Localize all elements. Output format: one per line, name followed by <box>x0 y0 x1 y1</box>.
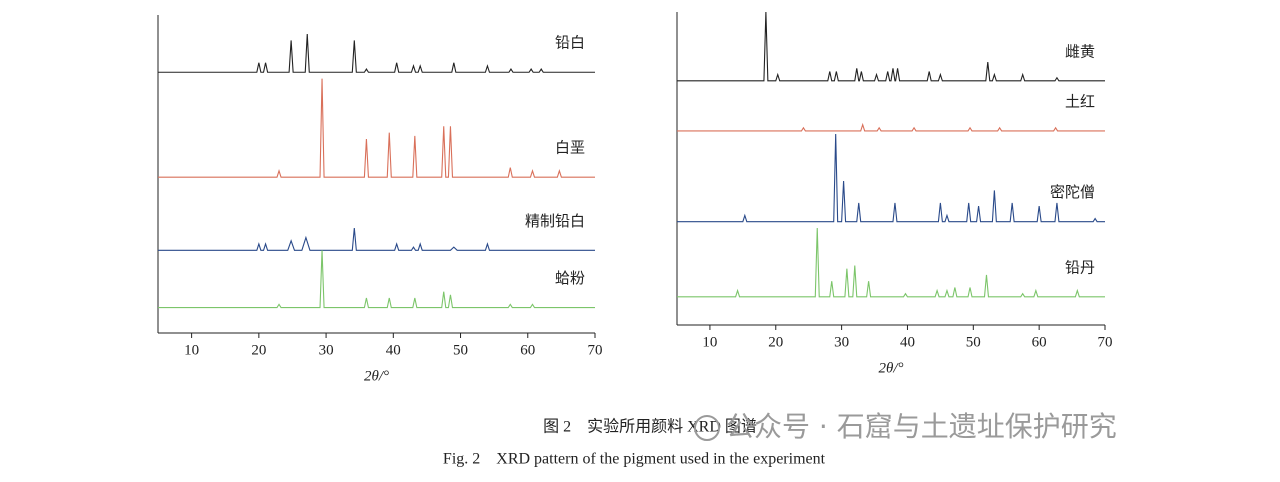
pattern-label: 土红 <box>1065 93 1095 110</box>
x-tick-label: 60 <box>520 342 535 358</box>
x-tick-label: 40 <box>900 334 915 350</box>
xrd-pattern <box>158 250 595 309</box>
pattern-label: 雌黄 <box>1065 43 1095 60</box>
caption-en: Fig. 2 XRD pattern of the pigment used i… <box>443 451 826 468</box>
x-tick-label: 60 <box>1032 334 1047 350</box>
x-tick-label: 20 <box>251 342 266 358</box>
pattern-label: 精制铅白 <box>525 213 585 230</box>
x-tick-label: 10 <box>702 334 717 350</box>
x-tick-label: 40 <box>386 342 401 358</box>
xrd-pattern <box>158 228 595 251</box>
x-tick-label: 10 <box>184 342 199 358</box>
pattern-label: 白垩 <box>555 140 585 157</box>
xrd-pattern <box>158 78 595 178</box>
watermark-icon <box>694 415 720 441</box>
x-tick-label: 20 <box>768 334 783 350</box>
xrd-pattern <box>677 122 1105 132</box>
xrd-pattern <box>677 11 1105 82</box>
pattern-label: 密陀僧 <box>1050 184 1095 201</box>
xrd-pattern <box>677 134 1105 223</box>
pattern-label: 铅白 <box>555 35 585 52</box>
x-tick-label: 50 <box>966 334 981 350</box>
x-tick-label: 30 <box>319 342 334 358</box>
x-axis-label: 2θ/° <box>878 360 903 376</box>
xrd-pattern <box>158 34 595 73</box>
watermark: 公众号 · 石窟与土遗址保护研究 <box>726 410 1117 443</box>
x-tick-label: 70 <box>588 342 603 358</box>
x-tick-label: 30 <box>834 334 849 350</box>
xrd-pattern <box>677 227 1105 298</box>
x-tick-label: 70 <box>1098 334 1113 350</box>
caption-zh: 图 2 实验所用颜料 XRD 图谱 <box>543 418 757 436</box>
x-tick-label: 50 <box>453 342 468 358</box>
pattern-label: 蛤粉 <box>555 270 585 287</box>
x-axis-label: 2θ/° <box>364 368 389 384</box>
pattern-label: 铅丹 <box>1065 259 1095 276</box>
